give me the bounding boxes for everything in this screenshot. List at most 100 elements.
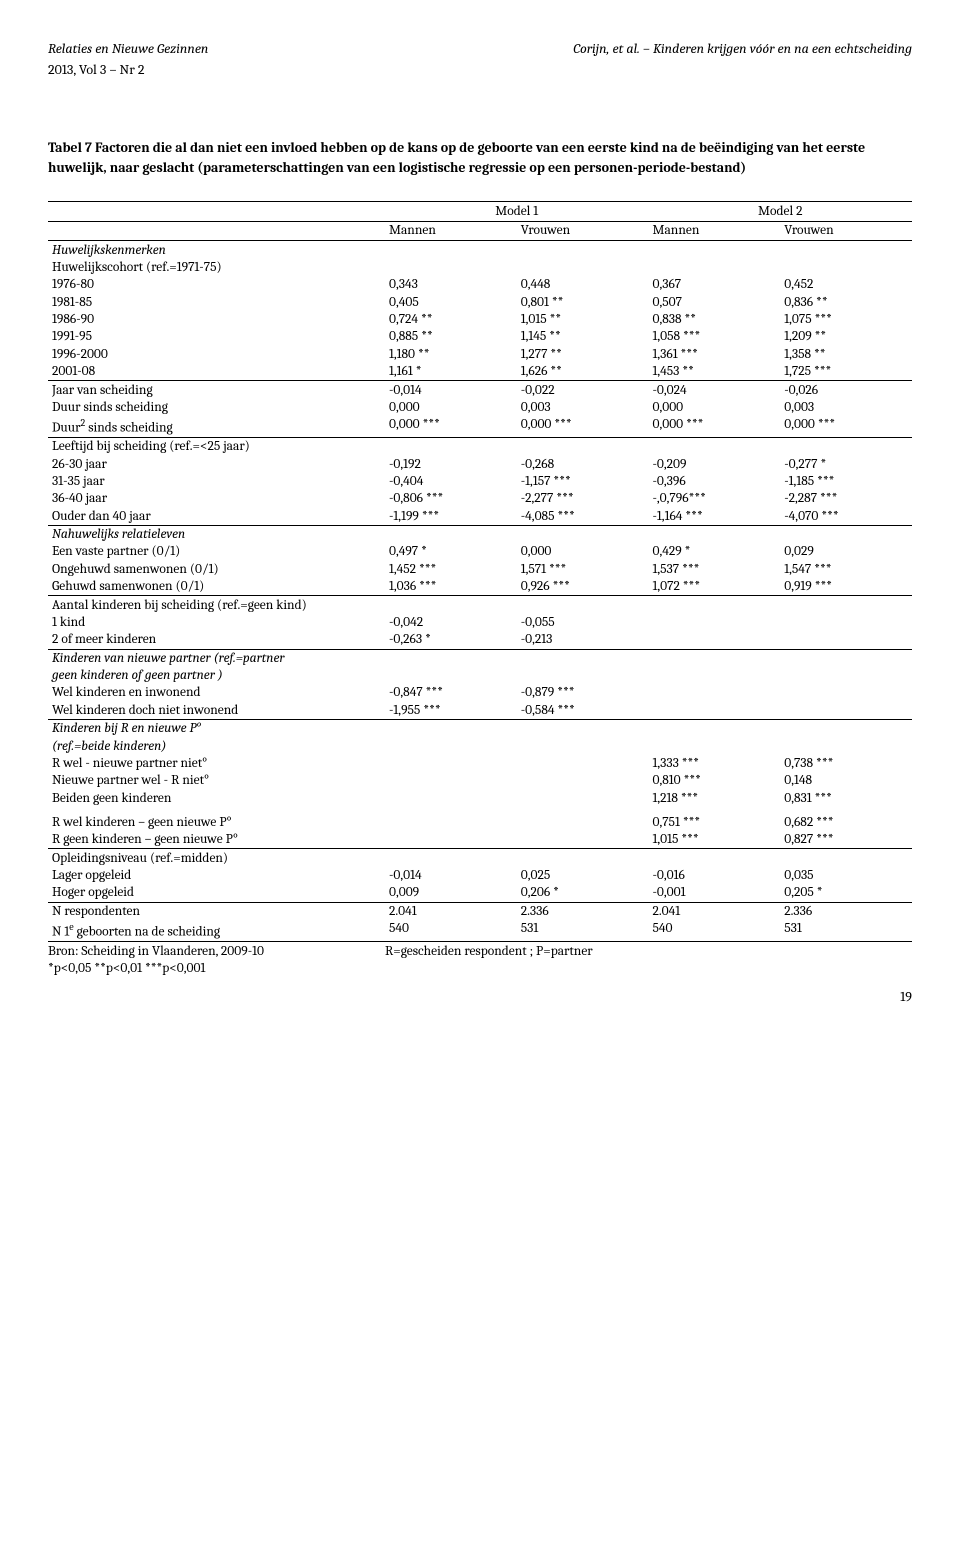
table-row: Huwelijkskenmerken xyxy=(48,241,912,259)
cell: 1,058 *** xyxy=(648,328,780,345)
cell: 1,075 *** xyxy=(780,311,912,328)
cell: -2,277 *** xyxy=(517,490,649,507)
row-label: Gehuwd samenwonen (0/1) xyxy=(48,578,385,596)
cell: 531 xyxy=(517,920,649,941)
cell: -0,209 xyxy=(648,455,780,472)
cell: 0,000 xyxy=(648,399,780,416)
row-label: R wel - nieuwe partner niet° xyxy=(48,755,385,772)
table-row: Kinderen bij R en nieuwe P° xyxy=(48,720,912,738)
section-kinderen-np2: geen kinderen of geen partner ) xyxy=(48,667,385,684)
row-label: 31-35 jaar xyxy=(48,473,385,490)
cell: 0,205 * xyxy=(780,884,912,902)
cell: 2.041 xyxy=(385,902,517,920)
col-mannen-2: Mannen xyxy=(648,222,780,241)
row-label: 36-40 jaar xyxy=(48,490,385,507)
cell: -0,192 xyxy=(385,455,517,472)
table-row: Lager opgeleid-0,0140,025-0,0160,035 xyxy=(48,867,912,884)
running-header: Relaties en Nieuwe Gezinnen Corijn, et a… xyxy=(48,40,912,57)
cell: 0,801 ** xyxy=(517,294,649,311)
row-label: Beiden geen kinderen xyxy=(48,790,385,807)
cell: 1,161 * xyxy=(385,363,517,381)
footer-rp: R=gescheiden respondent ; P=partner xyxy=(385,944,593,959)
cell: 2.041 xyxy=(648,902,780,920)
section-nahuw: Nahuwelijks relatieleven xyxy=(48,525,385,543)
table-row: Leeftijd bij scheiding (ref.=<25 jaar) xyxy=(48,438,912,456)
row-label: Nieuwe partner wel - R niet° xyxy=(48,772,385,789)
cell: 0,429 * xyxy=(648,543,780,560)
col-mannen-1: Mannen xyxy=(385,222,517,241)
cell: -1,185 *** xyxy=(780,473,912,490)
cell: 0,003 xyxy=(780,399,912,416)
journal-name: Relaties en Nieuwe Gezinnen xyxy=(48,40,208,57)
cell: 1,626 ** xyxy=(517,363,649,381)
table-row: Duur2 sinds scheiding 0,000 ***0,000 ***… xyxy=(48,416,912,437)
table-row: Ongehuwd samenwonen (0/1)1,452 ***1,571 … xyxy=(48,561,912,578)
table-row: Huwelijkscohort (ref.=1971-75) xyxy=(48,259,912,276)
cell: 1,036 *** xyxy=(385,578,517,596)
citation: Corijn, et al. – Kinderen krijgen vóór e… xyxy=(573,40,912,57)
cell: 1,452 *** xyxy=(385,561,517,578)
cell: -,0,796*** xyxy=(648,490,780,507)
table-row: Wel kinderen doch niet inwonend-1,955 **… xyxy=(48,702,912,720)
row-label: 1981-85 xyxy=(48,294,385,311)
row-label: Lager opgeleid xyxy=(48,867,385,884)
issue-line: 2013, Vol 3 – Nr 2 xyxy=(48,61,912,78)
cell: 0,003 xyxy=(517,399,649,416)
cell: -1,157 *** xyxy=(517,473,649,490)
cell: -0,584 *** xyxy=(517,702,649,720)
cell: 1,015 *** xyxy=(648,831,780,849)
cell: 0,810 *** xyxy=(648,772,780,789)
cell: -1,164 *** xyxy=(648,508,780,526)
cell: 0,836 ** xyxy=(780,294,912,311)
cell: -1,955 *** xyxy=(385,702,517,720)
row-label: 26-30 jaar xyxy=(48,455,385,472)
table-row: 36-40 jaar-0,806 ***-2,277 ***-,0,796***… xyxy=(48,490,912,507)
table-row: Gehuwd samenwonen (0/1)1,036 ***0,926 **… xyxy=(48,578,912,596)
cell: -4,070 *** xyxy=(780,508,912,526)
section-aantal: Aantal kinderen bij scheiding (ref.=geen… xyxy=(48,596,385,614)
table-row: Een vaste partner (0/1)0,497 *0,0000,429… xyxy=(48,543,912,560)
cell: 0,827 *** xyxy=(780,831,912,849)
cell: -0,268 xyxy=(517,455,649,472)
table-row: Opleidingsniveau (ref.=midden) xyxy=(48,849,912,867)
row-label: Ongehuwd samenwonen (0/1) xyxy=(48,561,385,578)
cell: 1,015 ** xyxy=(517,311,649,328)
cell: 540 xyxy=(648,920,780,941)
cell: 0,035 xyxy=(780,867,912,884)
cell: 1,333 *** xyxy=(648,755,780,772)
table-row: Aantal kinderen bij scheiding (ref.=geen… xyxy=(48,596,912,614)
cell: -0,022 xyxy=(517,381,649,399)
cell: 0,507 xyxy=(648,294,780,311)
cell: 0,148 xyxy=(780,772,912,789)
row-label: 1991-95 xyxy=(48,328,385,345)
cell: -0,806 *** xyxy=(385,490,517,507)
footer-bron: Bron: Scheiding in Vlaanderen, 2009-10 xyxy=(48,944,385,959)
footer-source-line: Bron: Scheiding in Vlaanderen, 2009-10 R… xyxy=(48,944,912,959)
cell: -0,024 xyxy=(648,381,780,399)
table-row: 2001-081,161 *1,626 **1,453 **1,725 *** xyxy=(48,363,912,381)
cell: 1,358 ** xyxy=(780,346,912,363)
cell: 0,885 ** xyxy=(385,328,517,345)
row-label: Ouder dan 40 jaar xyxy=(48,508,385,526)
cell: 0,367 xyxy=(648,276,780,293)
table-row: 1991-950,885 **1,145 **1,058 ***1,209 ** xyxy=(48,328,912,345)
cell: 1,547 *** xyxy=(780,561,912,578)
cell: 0,000 *** xyxy=(517,416,649,437)
cell: -0,396 xyxy=(648,473,780,490)
cell: -0,879 *** xyxy=(517,684,649,701)
table-row: Wel kinderen en inwonend-0,847 ***-0,879… xyxy=(48,684,912,701)
table-title: Tabel 7 Factoren die al dan niet een inv… xyxy=(48,138,912,177)
col-vrouwen-2: Vrouwen xyxy=(780,222,912,241)
row-label: Wel kinderen en inwonend xyxy=(48,684,385,701)
cell: 0,000 *** xyxy=(780,416,912,437)
table-row: 1976-800,3430,4480,3670,452 xyxy=(48,276,912,293)
cell: 0,838 ** xyxy=(648,311,780,328)
cell: 0,497 * xyxy=(385,543,517,560)
cell: -0,014 xyxy=(385,867,517,884)
cell: 1,209 ** xyxy=(780,328,912,345)
section-opleiding: Opleidingsniveau (ref.=midden) xyxy=(48,849,385,867)
cell: 531 xyxy=(780,920,912,941)
table-row: 1996-20001,180 **1,277 **1,361 ***1,358 … xyxy=(48,346,912,363)
footer-significance: *p<0,05 **p<0,01 ***p<0,001 xyxy=(48,961,912,976)
cell: 0,029 xyxy=(780,543,912,560)
